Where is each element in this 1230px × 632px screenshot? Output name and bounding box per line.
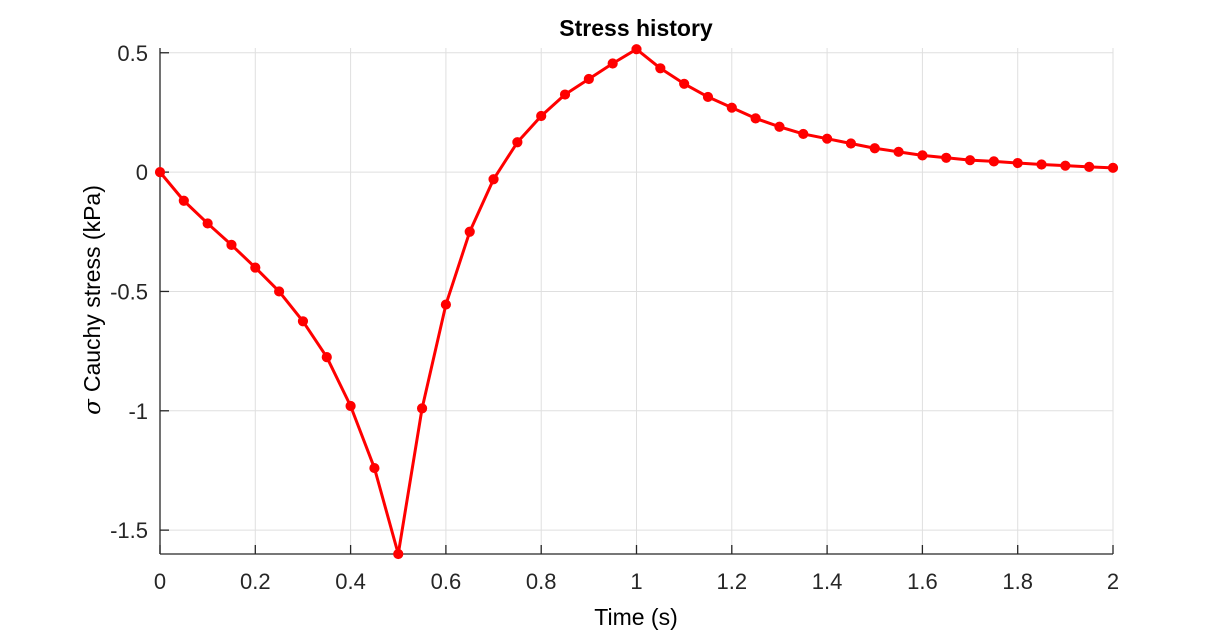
data-point [321, 351, 332, 363]
data-point [964, 155, 976, 166]
data-point [416, 403, 428, 414]
data-point [726, 102, 737, 113]
y-axis-label: σ Cauchy stress (kPa) [79, 185, 106, 415]
data-point [917, 150, 928, 161]
data-point [1012, 157, 1023, 169]
y-tick-label: -1 [128, 399, 148, 424]
data-point [559, 89, 571, 100]
data-point [988, 156, 999, 167]
data-point [154, 167, 166, 178]
data-point [178, 195, 189, 206]
x-tick-label: 0.2 [240, 569, 271, 594]
x-tick-label: 1.2 [717, 569, 748, 594]
y-axis-ticks: -1.5 -1 -0.5 0 0.5 [110, 41, 169, 543]
data-point [1060, 160, 1071, 171]
x-tick-label: 0.6 [431, 569, 462, 594]
data-point [512, 137, 523, 148]
grid-lines [159, 48, 1114, 554]
data-point [798, 128, 809, 140]
data-point [536, 110, 547, 122]
data-point [250, 262, 261, 273]
data-point [369, 462, 380, 474]
data-point [631, 44, 642, 55]
data-point [774, 121, 785, 132]
x-tick-label: 0.8 [526, 569, 557, 594]
x-tick-label: 0.4 [335, 569, 366, 594]
data-point [583, 73, 594, 85]
data-point [1107, 162, 1119, 173]
data-point [679, 78, 690, 89]
y-tick-label: -1.5 [110, 518, 148, 543]
data-point [893, 146, 904, 157]
x-tick-label: 2 [1107, 569, 1119, 594]
chart-title: Stress history [559, 15, 713, 41]
y-tick-label: 0 [136, 160, 148, 185]
data-point [393, 548, 404, 560]
data-point [345, 400, 356, 412]
x-axis-ticks: 0 0.2 0.4 0.6 0.8 1 1.2 1.4 1.6 1.8 2 [154, 545, 1119, 594]
data-point [464, 226, 475, 237]
data-point [488, 174, 499, 185]
data-point [702, 91, 714, 103]
data-point [274, 286, 285, 297]
x-axis-label: Time (s) [594, 604, 677, 630]
data-point [1036, 159, 1047, 170]
data-point [822, 133, 833, 144]
x-tick-label: 1.8 [1002, 569, 1033, 594]
x-tick-label: 0 [154, 569, 166, 594]
data-point [750, 113, 761, 124]
x-tick-label: 1.4 [812, 569, 843, 594]
data-point [845, 138, 857, 149]
x-tick-label: 1.6 [907, 569, 938, 594]
data-point [941, 152, 952, 163]
y-axis-label-symbol: σ [80, 398, 106, 415]
y-tick-label: 0.5 [117, 41, 148, 66]
series-stress [154, 44, 1119, 560]
data-point [655, 63, 666, 74]
data-point [297, 316, 309, 327]
y-axis-label-text: Cauchy stress (kPa) [79, 185, 105, 392]
data-point [226, 239, 237, 251]
y-tick-label: -0.5 [110, 279, 148, 304]
data-point [607, 58, 618, 69]
data-point [202, 218, 213, 229]
x-tick-label: 1 [630, 569, 642, 594]
data-point [869, 143, 880, 154]
data-point [1084, 161, 1095, 172]
data-point [440, 299, 451, 310]
